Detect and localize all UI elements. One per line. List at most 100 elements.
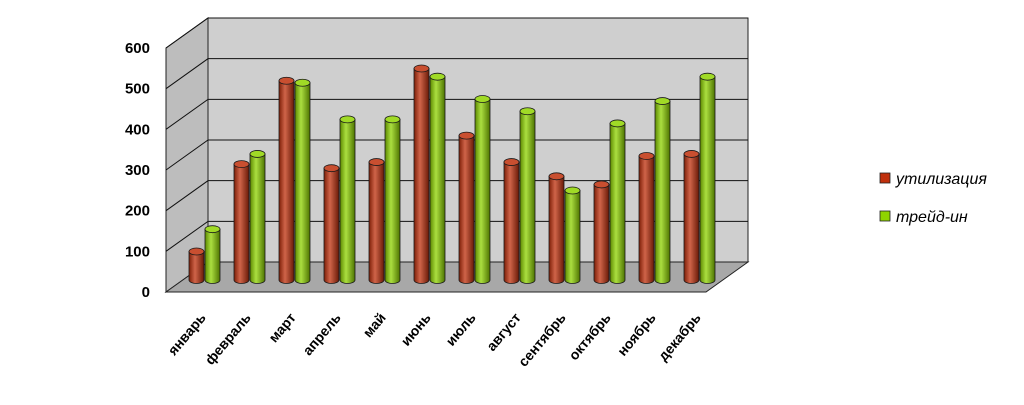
bar-cap <box>548 172 565 181</box>
bar-cap <box>458 131 475 140</box>
bar-cap <box>249 150 266 158</box>
bar-body <box>683 153 700 284</box>
bar-cap <box>638 152 655 160</box>
bar-cap <box>188 247 205 256</box>
bar-tradein-1 <box>249 150 266 284</box>
bar-util-7 <box>503 158 520 284</box>
legend-label: трейд-ин <box>896 209 968 226</box>
bar-cap <box>339 115 356 124</box>
bar-body <box>593 184 610 284</box>
y-tick-label: 300 <box>125 162 150 179</box>
bar-cap <box>413 64 430 73</box>
y-tick-label: 600 <box>125 40 150 57</box>
bar-body <box>278 80 295 284</box>
x-tick-label: октябрь <box>565 309 614 363</box>
bar-body <box>384 118 401 284</box>
bar-body <box>233 163 250 284</box>
bar-cap <box>593 180 610 189</box>
bar-cap <box>233 160 250 169</box>
bar-util-8 <box>548 172 565 284</box>
bar-util-10 <box>638 152 655 284</box>
bar-tradein-0 <box>204 225 221 284</box>
bar-body <box>548 175 565 284</box>
bar-cap <box>204 225 221 234</box>
y-tick-label: 0 <box>142 284 150 301</box>
bar-tradein-3 <box>339 115 356 284</box>
y-tick-label: 400 <box>125 121 150 138</box>
bar-body <box>458 135 475 284</box>
x-tick-label: август <box>483 310 524 354</box>
gridline <box>165 139 748 171</box>
bar-util-0 <box>188 247 205 284</box>
bar-tradein-10 <box>654 97 671 284</box>
gridline <box>165 180 748 212</box>
y-tick-label: 100 <box>125 243 150 260</box>
bar-body <box>519 110 536 284</box>
bar-body <box>294 82 311 284</box>
bar-cap <box>368 158 385 166</box>
bar-body <box>413 68 430 284</box>
bar-tradein-5 <box>429 72 446 284</box>
bar-body <box>368 161 385 284</box>
x-tick-label: март <box>265 310 299 346</box>
bar-cap <box>323 164 340 173</box>
x-tick-label: июль <box>442 309 479 348</box>
legend: утилизация трейд-ин <box>879 171 987 226</box>
bar-body <box>503 161 520 284</box>
bar-cap <box>519 107 536 116</box>
y-tick-label: 200 <box>125 203 150 220</box>
gridline <box>165 58 748 90</box>
bar-cap <box>503 158 520 166</box>
bar-cap <box>654 97 671 105</box>
bar-cap <box>699 72 716 81</box>
bar-cap <box>609 119 626 128</box>
bar-cap <box>474 95 491 103</box>
bar-body <box>249 153 266 284</box>
bar-util-9 <box>593 180 610 284</box>
x-tick-label: февраль <box>201 309 254 367</box>
y-axis-ticks: 0 100 200 300 400 500 600 <box>125 40 150 301</box>
x-tick-label: сентябрь <box>515 309 569 369</box>
bar-body <box>699 76 716 284</box>
bar-body <box>474 98 491 284</box>
bar-body <box>609 123 626 284</box>
bar-util-1 <box>233 160 250 284</box>
gridlines <box>165 17 748 252</box>
bar-body <box>188 251 205 284</box>
bar-util-2 <box>278 76 295 284</box>
bar-body <box>204 228 221 284</box>
bar-body <box>429 76 446 284</box>
x-tick-label: декабрь <box>655 309 704 363</box>
bar-tradein-11 <box>699 72 716 284</box>
legend-swatch <box>879 172 891 184</box>
bar-tradein-6 <box>474 95 491 284</box>
bar-body <box>638 155 655 284</box>
legend-label: утилизация <box>895 171 987 188</box>
bar-tradein-9 <box>609 119 626 284</box>
bar-util-6 <box>458 131 475 284</box>
bar-util-11 <box>683 150 700 284</box>
x-tick-label: апрель <box>299 309 344 358</box>
bar-body <box>339 118 356 284</box>
y-tick-label: 500 <box>125 81 150 98</box>
x-tick-label: июнь <box>397 309 434 348</box>
x-tick-label: ноябрь <box>614 309 659 358</box>
bar-body <box>323 167 340 284</box>
bar-util-4 <box>368 158 385 284</box>
bar-cap <box>384 115 401 124</box>
bar-cap <box>683 150 700 158</box>
bar-util-3 <box>323 164 340 284</box>
legend-swatch <box>879 210 891 222</box>
bar-cap <box>278 76 295 85</box>
bar-cap <box>429 72 446 81</box>
x-tick-label: январь <box>164 309 209 358</box>
bars-group <box>188 64 716 284</box>
x-tick-label: май <box>359 310 388 341</box>
gridline <box>165 17 748 49</box>
bar-tradein-4 <box>384 115 401 284</box>
bar-body <box>564 190 581 284</box>
bar-cap <box>294 78 311 87</box>
bar-util-5 <box>413 64 430 284</box>
